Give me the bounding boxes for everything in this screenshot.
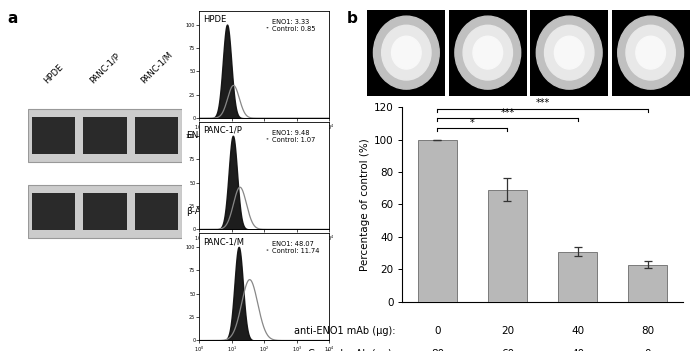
Text: HPDE: HPDE: [204, 15, 227, 24]
X-axis label: FL2-H: FL2-H: [256, 244, 272, 249]
Text: 20: 20: [501, 326, 514, 336]
Text: 0: 0: [644, 349, 651, 351]
Text: HPDE: HPDE: [42, 62, 65, 85]
Bar: [28, 109, 182, 163]
Text: ENO1: ENO1: [186, 131, 211, 140]
Text: a: a: [7, 11, 18, 26]
Text: 80: 80: [431, 349, 444, 351]
Text: PANC-1/M: PANC-1/M: [139, 49, 174, 85]
Text: ENO1: 3.33
Control: 0.85: ENO1: 3.33 Control: 0.85: [272, 19, 316, 32]
Circle shape: [382, 25, 431, 80]
Text: Control mAb (μg):: Control mAb (μg):: [309, 349, 395, 351]
Circle shape: [545, 25, 594, 80]
Text: ***: ***: [536, 98, 550, 108]
X-axis label: FL2-H: FL2-H: [256, 133, 272, 138]
Bar: [135, 117, 178, 154]
Bar: [488, 190, 526, 302]
Text: β-Actin: β-Actin: [186, 207, 218, 216]
Y-axis label: Percentage of control (%): Percentage of control (%): [360, 138, 370, 271]
Text: PANC-1/P: PANC-1/P: [88, 51, 122, 85]
Bar: [449, 10, 527, 95]
Text: ***: ***: [500, 108, 514, 118]
Text: PANC-1/M: PANC-1/M: [204, 237, 244, 246]
Text: 40: 40: [571, 326, 584, 336]
Bar: [612, 10, 690, 95]
Bar: [418, 139, 456, 302]
Bar: [629, 265, 666, 302]
Text: 80: 80: [641, 326, 654, 336]
Bar: [32, 117, 75, 154]
Circle shape: [617, 16, 683, 89]
Bar: [83, 117, 127, 154]
Circle shape: [636, 36, 666, 69]
Bar: [559, 252, 596, 302]
Text: 0: 0: [434, 326, 441, 336]
Text: ENO1: 48.07
Control: 11.74: ENO1: 48.07 Control: 11.74: [272, 241, 319, 254]
Bar: [135, 193, 178, 230]
Text: *: *: [470, 118, 475, 128]
Circle shape: [463, 25, 512, 80]
Circle shape: [374, 16, 440, 89]
Bar: [28, 185, 182, 238]
Bar: [32, 193, 75, 230]
Circle shape: [626, 25, 676, 80]
Circle shape: [536, 16, 602, 89]
Circle shape: [554, 36, 584, 69]
Text: 60: 60: [501, 349, 514, 351]
Circle shape: [455, 16, 521, 89]
Bar: [368, 10, 445, 95]
Text: b: b: [346, 11, 358, 26]
Text: 40: 40: [571, 349, 584, 351]
Text: ENO1: 9.48
Control: 1.07: ENO1: 9.48 Control: 1.07: [272, 130, 316, 143]
Circle shape: [473, 36, 503, 69]
Bar: [530, 10, 608, 95]
Bar: [83, 193, 127, 230]
Text: PANC-1/P: PANC-1/P: [204, 126, 242, 135]
Text: anti-ENO1 mAb (μg):: anti-ENO1 mAb (μg):: [294, 326, 396, 336]
Circle shape: [391, 36, 421, 69]
